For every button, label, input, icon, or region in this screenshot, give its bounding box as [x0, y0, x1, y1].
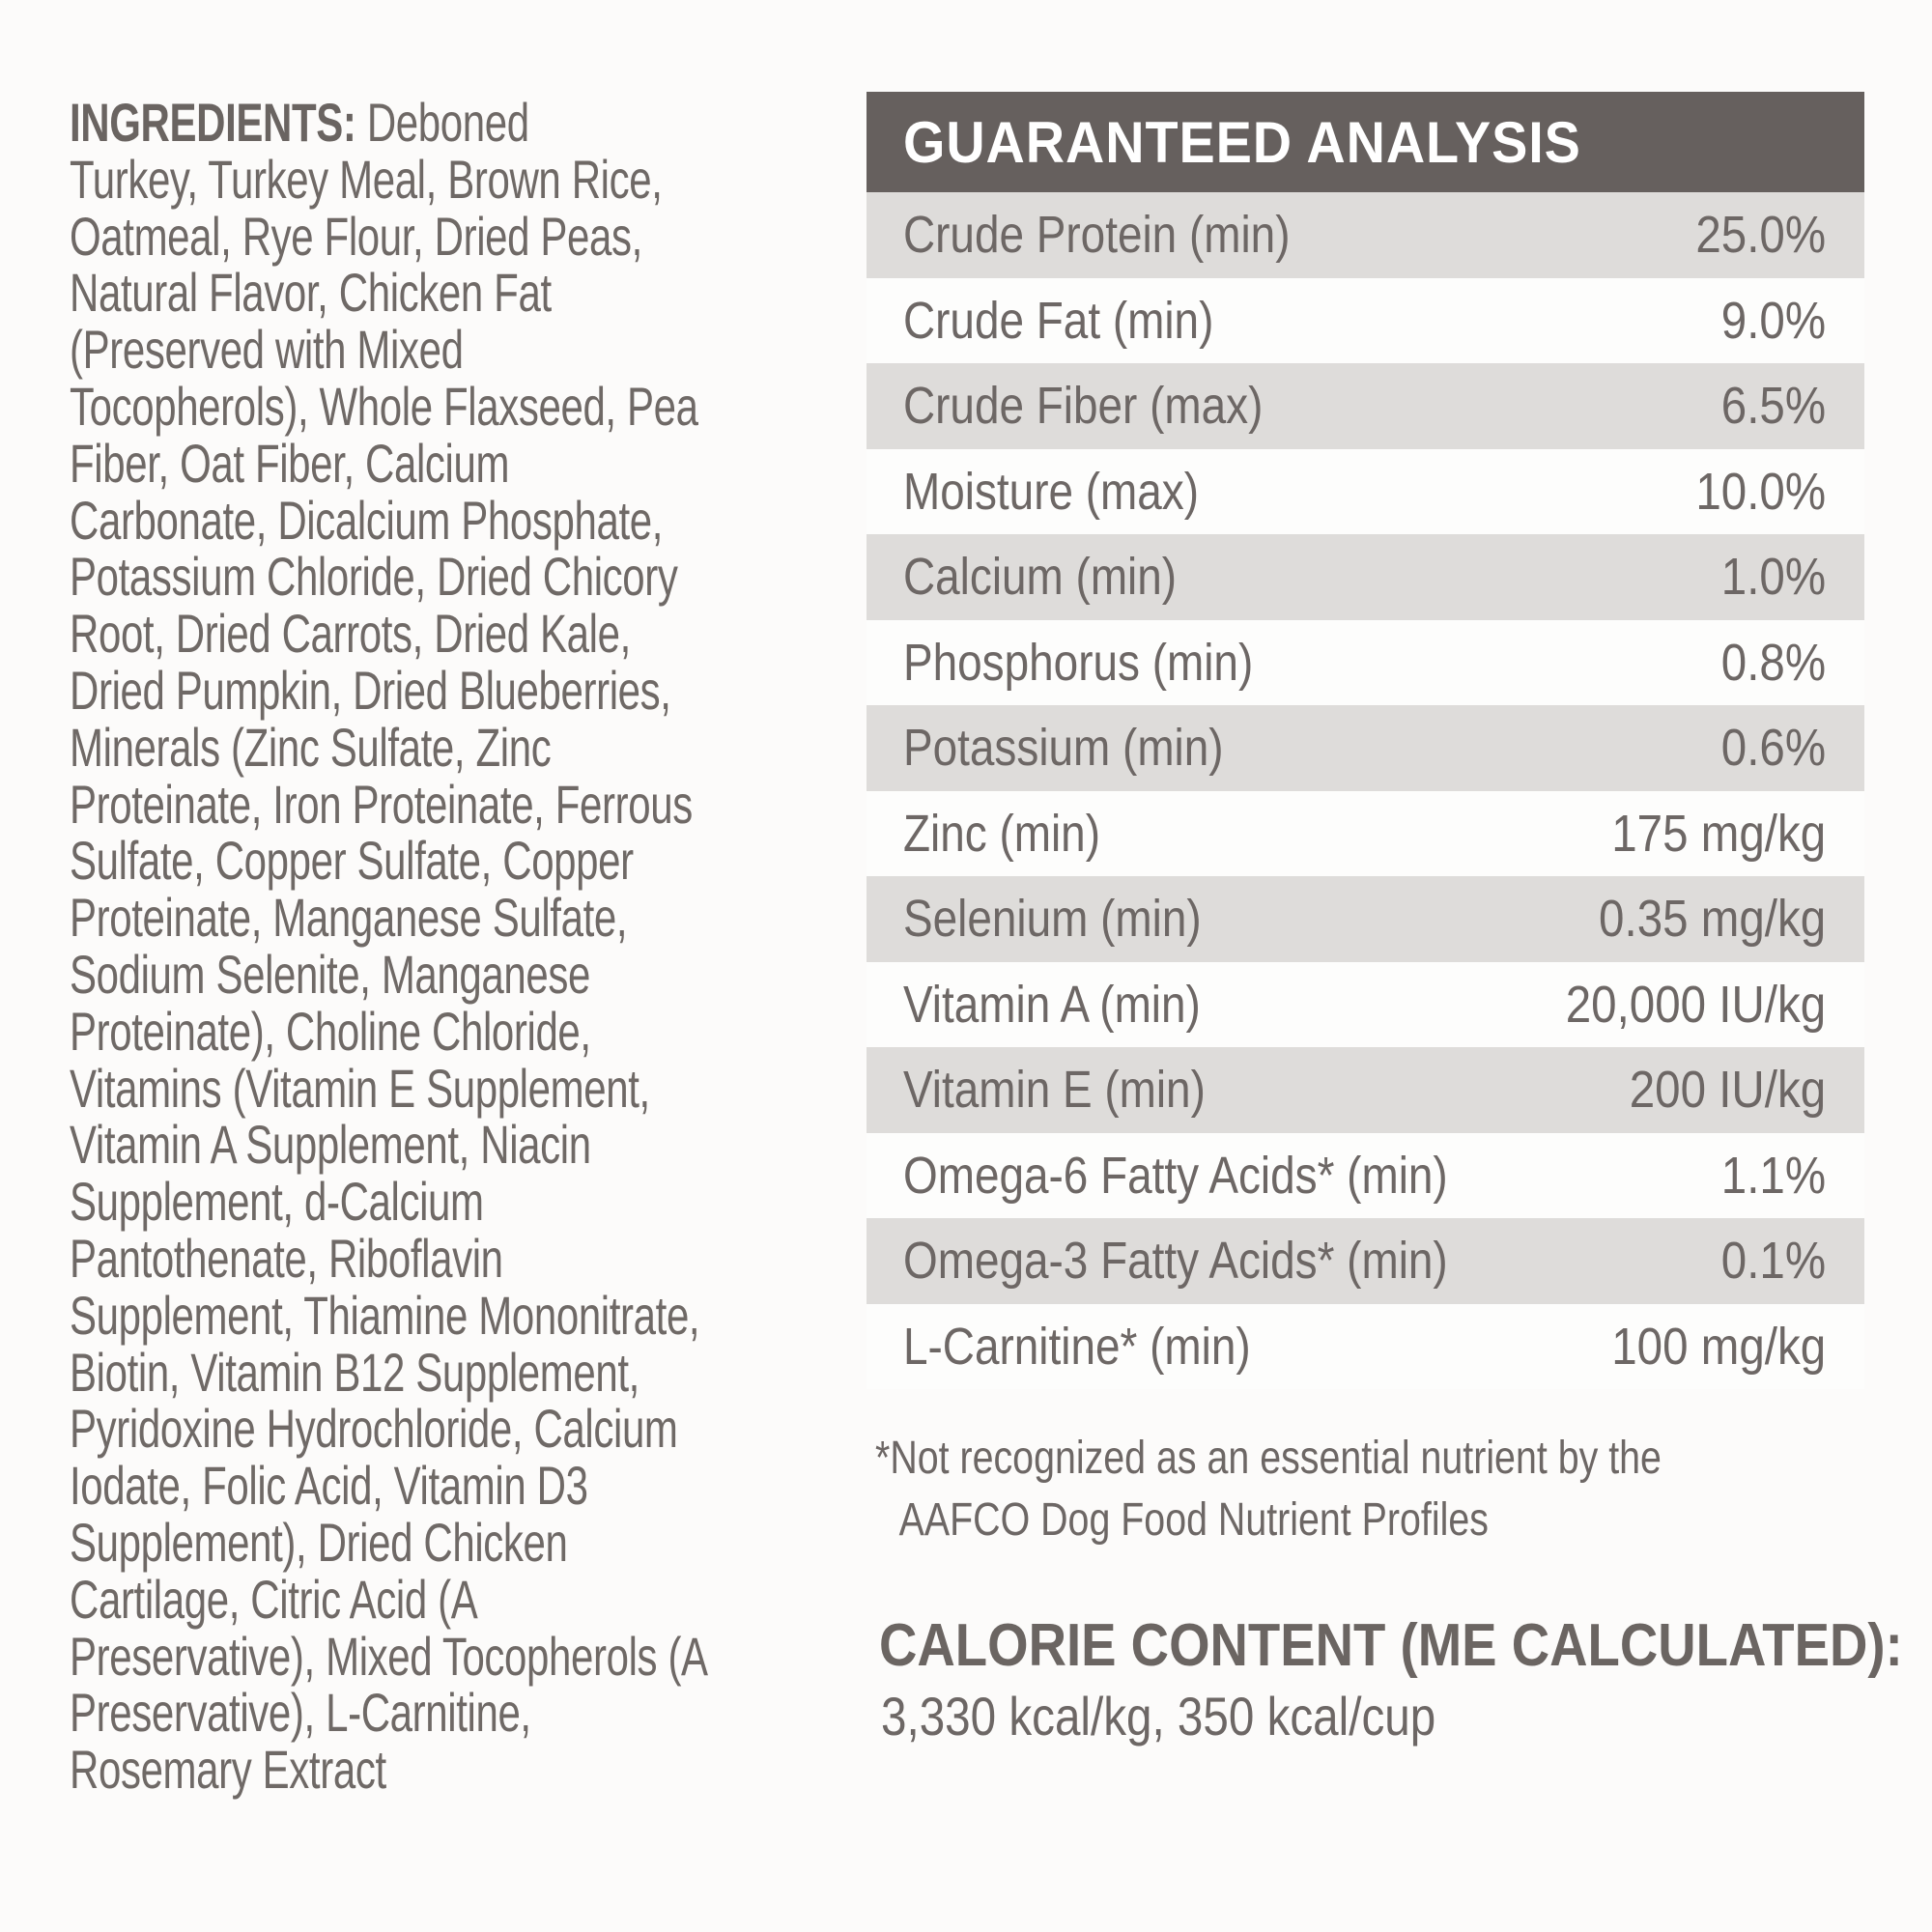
nutrient-label: Potassium (min) — [903, 719, 1224, 778]
nutrient-value: 175 mg/kg — [1611, 804, 1826, 863]
guaranteed-analysis-rows: Crude Protein (min) 25.0% Crude Fat (min… — [867, 192, 1864, 1389]
table-row: Crude Protein (min) 25.0% — [867, 192, 1864, 278]
nutrient-label: Phosphorus (min) — [903, 633, 1254, 692]
calorie-content-heading: CALORIE CONTENT (ME CALCULATED): — [879, 1612, 1903, 1679]
table-row: Vitamin E (min) 200 IU/kg — [867, 1047, 1864, 1133]
table-row: Calcium (min) 1.0% — [867, 534, 1864, 620]
nutrient-label: Selenium (min) — [903, 890, 1202, 949]
nutrient-label: Zinc (min) — [903, 804, 1100, 863]
ingredients-section: INGREDIENTS: Deboned Turkey, Turkey Meal… — [70, 92, 867, 1801]
nutrient-value: 200 IU/kg — [1629, 1061, 1826, 1120]
nutrient-value: 25.0% — [1695, 206, 1826, 265]
nutrient-label: Moisture (max) — [903, 462, 1200, 521]
nutrient-value: 6.5% — [1720, 377, 1826, 436]
nutrient-value: 0.8% — [1720, 633, 1826, 692]
table-row: Potassium (min) 0.6% — [867, 705, 1864, 791]
nutrient-label: Omega-6 Fatty Acids* (min) — [903, 1146, 1448, 1205]
footnote-line-2: AAFCO Dog Food Nutrient Profiles — [898, 1494, 1489, 1546]
nutrient-value: 10.0% — [1695, 462, 1826, 521]
nutrient-value: 0.6% — [1720, 719, 1826, 778]
footnote-line-1: *Not recognized as an essential nutrient… — [875, 1433, 1662, 1484]
nutrient-value: 9.0% — [1720, 291, 1826, 350]
ingredients-label: INGREDIENTS: — [70, 92, 356, 153]
nutrient-value: 0.35 mg/kg — [1598, 890, 1826, 949]
table-row: Crude Fat (min) 9.0% — [867, 277, 1864, 363]
table-row: Zinc (min) 175 mg/kg — [867, 790, 1864, 876]
nutrient-label: Crude Fiber (max) — [903, 377, 1264, 436]
table-row: Vitamin A (min) 20,000 IU/kg — [867, 961, 1864, 1047]
calorie-content-value: 3,330 kcal/kg, 350 kcal/cup — [881, 1686, 1436, 1747]
table-row: Crude Fiber (max) 6.5% — [867, 363, 1864, 449]
nutrient-value: 1.0% — [1720, 548, 1826, 607]
guaranteed-analysis-table: GUARANTEED ANALYSIS Crude Protein (min) … — [867, 92, 1864, 1389]
table-row: Omega-3 Fatty Acids* (min) 0.1% — [867, 1218, 1864, 1304]
nutrient-label: Calcium (min) — [903, 548, 1178, 607]
nutrient-label: L-Carnitine* (min) — [903, 1317, 1251, 1376]
nutrient-label: Crude Protein (min) — [903, 206, 1291, 265]
guaranteed-analysis-title: GUARANTEED ANALYSIS — [903, 109, 1581, 175]
nutrient-value: 20,000 IU/kg — [1565, 975, 1826, 1034]
nutrient-label: Omega-3 Fatty Acids* (min) — [903, 1232, 1448, 1291]
guaranteed-analysis-header: GUARANTEED ANALYSIS — [867, 92, 1864, 192]
table-row: Selenium (min) 0.35 mg/kg — [867, 876, 1864, 962]
nutrient-label: Vitamin A (min) — [903, 975, 1201, 1034]
nutrient-label: Vitamin E (min) — [903, 1061, 1206, 1120]
table-row: L-Carnitine* (min) 100 mg/kg — [867, 1303, 1864, 1389]
nutrient-value: 1.1% — [1720, 1146, 1826, 1205]
nutrient-value: 0.1% — [1720, 1232, 1826, 1291]
aafco-footnote: *Not recognized as an essential nutrient… — [875, 1428, 1905, 1551]
ingredients-text: Deboned Turkey, Turkey Meal, Brown Rice,… — [70, 92, 708, 1801]
nutrient-label: Crude Fat (min) — [903, 291, 1214, 350]
table-row: Omega-6 Fatty Acids* (min) 1.1% — [867, 1132, 1864, 1218]
table-row: Phosphorus (min) 0.8% — [867, 619, 1864, 705]
nutrient-value: 100 mg/kg — [1611, 1317, 1826, 1376]
table-row: Moisture (max) 10.0% — [867, 448, 1864, 534]
